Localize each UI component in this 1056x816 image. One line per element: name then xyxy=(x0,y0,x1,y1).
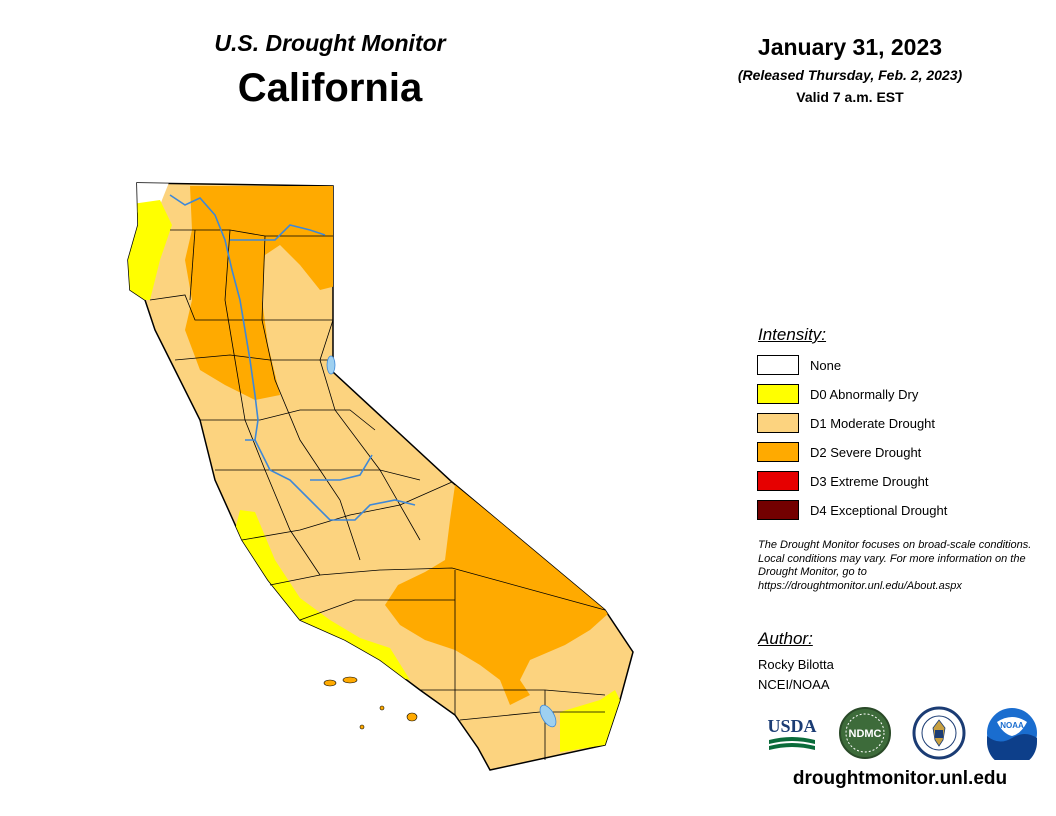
website-link[interactable]: droughtmonitor.unl.edu xyxy=(792,768,1008,789)
d0-region-central-coast xyxy=(235,510,410,680)
county-lines xyxy=(149,229,606,760)
legend-title: Intensity: xyxy=(758,325,827,344)
legend-swatch xyxy=(757,384,799,404)
channel-islands xyxy=(323,676,418,730)
lake-tahoe xyxy=(326,355,336,375)
disclaimer-note: The Drought Monitor focuses on broad-sca… xyxy=(758,539,1032,592)
legend-label: D1 Moderate Drought xyxy=(810,415,936,431)
ndmc-logo-text: NDMC xyxy=(849,728,882,740)
commerce-seal-icon xyxy=(912,706,966,760)
legend-item-none: None xyxy=(757,354,841,376)
map-date: January 31, 2023 xyxy=(757,34,943,60)
legend-item-d2: D2 Severe Drought xyxy=(757,441,921,463)
valid-time: Valid 7 a.m. EST xyxy=(796,89,904,105)
salton-sea xyxy=(539,704,557,728)
legend-item-d1: D1 Moderate Drought xyxy=(757,412,935,434)
d2-region-north xyxy=(185,186,340,400)
legend-label: D0 Abnormally Dry xyxy=(810,386,919,402)
release-date: (Released Thursday, Feb. 2, 2023) xyxy=(737,67,963,83)
legend-label: D2 Severe Drought xyxy=(810,444,922,460)
noaa-logo-text: NOAA xyxy=(1000,721,1024,730)
legend-swatch xyxy=(757,500,799,520)
noaa-logo-icon: NOAA xyxy=(987,708,1037,760)
map-title: California xyxy=(237,66,423,110)
legend-label: D3 Extreme Drought xyxy=(810,473,929,489)
author-org: NCEI/NOAA xyxy=(758,677,830,692)
legend-label: None xyxy=(810,357,842,373)
legend-item-d4: D4 Exceptional Drought xyxy=(757,499,947,521)
map-subtitle: U.S. Drought Monitor xyxy=(214,30,446,56)
legend-label: D4 Exceptional Drought xyxy=(810,502,948,518)
author-name: Rocky Bilotta xyxy=(758,657,834,672)
usda-logo-text: USDA xyxy=(767,716,816,736)
rivers xyxy=(169,194,416,521)
usda-logo-icon: USDA xyxy=(767,716,817,750)
ndmc-logo-icon: NDMC xyxy=(839,707,891,759)
legend-item-d3: D3 Extreme Drought xyxy=(757,470,929,492)
california-drought-map xyxy=(127,182,634,771)
legend-swatch xyxy=(757,442,799,462)
author-heading: Author: xyxy=(758,629,813,648)
legend-swatch xyxy=(757,355,799,375)
d0-region-southeast xyxy=(560,690,620,752)
legend-item-d0: D0 Abnormally Dry xyxy=(757,383,918,405)
legend-swatch xyxy=(757,413,799,433)
legend-swatch xyxy=(757,471,799,491)
d2-region-southeast xyxy=(385,485,610,705)
